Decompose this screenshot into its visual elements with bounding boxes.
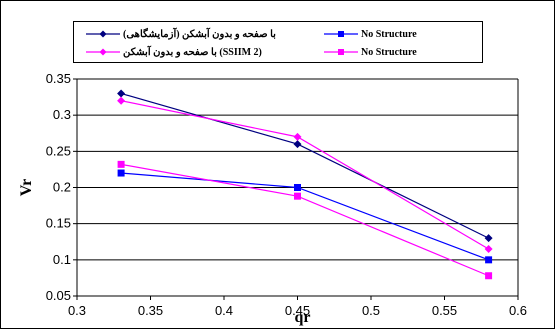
legend-label-2: No Structure bbox=[361, 28, 417, 40]
y-tick-label-6: 0.35 bbox=[46, 71, 71, 86]
x-tick-label-2: 0.4 bbox=[215, 303, 233, 318]
series-1-point-1 bbox=[117, 89, 126, 98]
y-tick-label-0: 0.05 bbox=[46, 288, 71, 303]
series-1-point-2 bbox=[293, 140, 302, 149]
series-4-point-1 bbox=[117, 160, 125, 168]
chart-legend: با صفحه و بدون آبشکن (آزمایشگاهی) No Str… bbox=[73, 21, 483, 63]
x-tick-label-4: 0.5 bbox=[362, 303, 380, 318]
legend-swatch-marker-2 bbox=[338, 31, 344, 37]
series-3 bbox=[117, 96, 493, 253]
legend-swatch-marker-4 bbox=[338, 49, 344, 55]
series-3-point-3 bbox=[484, 244, 493, 253]
series-4-point-3 bbox=[485, 272, 493, 280]
legend-swatch-3 bbox=[86, 48, 120, 56]
series-2 bbox=[117, 169, 493, 264]
legend-swatch-marker-1 bbox=[99, 30, 107, 38]
legend-swatch-2 bbox=[324, 31, 358, 37]
series-1 bbox=[117, 89, 493, 243]
legend-swatch-1 bbox=[86, 30, 120, 38]
y-tick-label-3: 0.2 bbox=[53, 180, 71, 195]
y-tick-label-4: 0.25 bbox=[46, 143, 71, 158]
x-tick-label-3: 0.45 bbox=[285, 303, 310, 318]
legend-label-3: با صفحه و بدون آبشکن (SSIIM 2) bbox=[123, 46, 262, 58]
legend-item-4: No Structure bbox=[324, 43, 417, 61]
legend-label-1: با صفحه و بدون آبشکن (آزمایشگاهی) bbox=[123, 28, 276, 40]
series-3-point-1 bbox=[117, 96, 126, 105]
legend-swatch-marker-3 bbox=[99, 48, 107, 56]
series-2-point-3 bbox=[485, 256, 493, 264]
legend-item-3: با صفحه و بدون آبشکن (SSIIM 2) bbox=[86, 43, 262, 61]
series-4 bbox=[117, 160, 493, 280]
y-axis-title: Vr bbox=[18, 179, 35, 196]
legend-item-2: No Structure bbox=[324, 25, 417, 43]
legend-label-4: No Structure bbox=[361, 46, 417, 58]
x-tick-label-5: 0.55 bbox=[432, 303, 457, 318]
legend-item-1: با صفحه و بدون آبشکن (آزمایشگاهی) bbox=[86, 25, 276, 43]
x-tick-label-1: 0.35 bbox=[138, 303, 163, 318]
x-tick-label-6: 0.6 bbox=[509, 303, 527, 318]
y-tick-label-5: 0.3 bbox=[53, 107, 71, 122]
y-tick-label-2: 0.15 bbox=[46, 216, 71, 231]
series-4-point-2 bbox=[294, 192, 301, 200]
series-2-point-1 bbox=[117, 169, 125, 177]
x-axis-title: qr bbox=[295, 309, 311, 326]
series-4-line bbox=[120, 163, 489, 277]
series-2-point-2 bbox=[294, 184, 301, 191]
series-3-point-2 bbox=[293, 132, 302, 141]
series-1-point-3 bbox=[484, 234, 493, 243]
y-tick-label-1: 0.1 bbox=[53, 252, 71, 267]
legend-swatch-4 bbox=[324, 49, 358, 55]
x-tick-label-0: 0.3 bbox=[68, 303, 86, 318]
